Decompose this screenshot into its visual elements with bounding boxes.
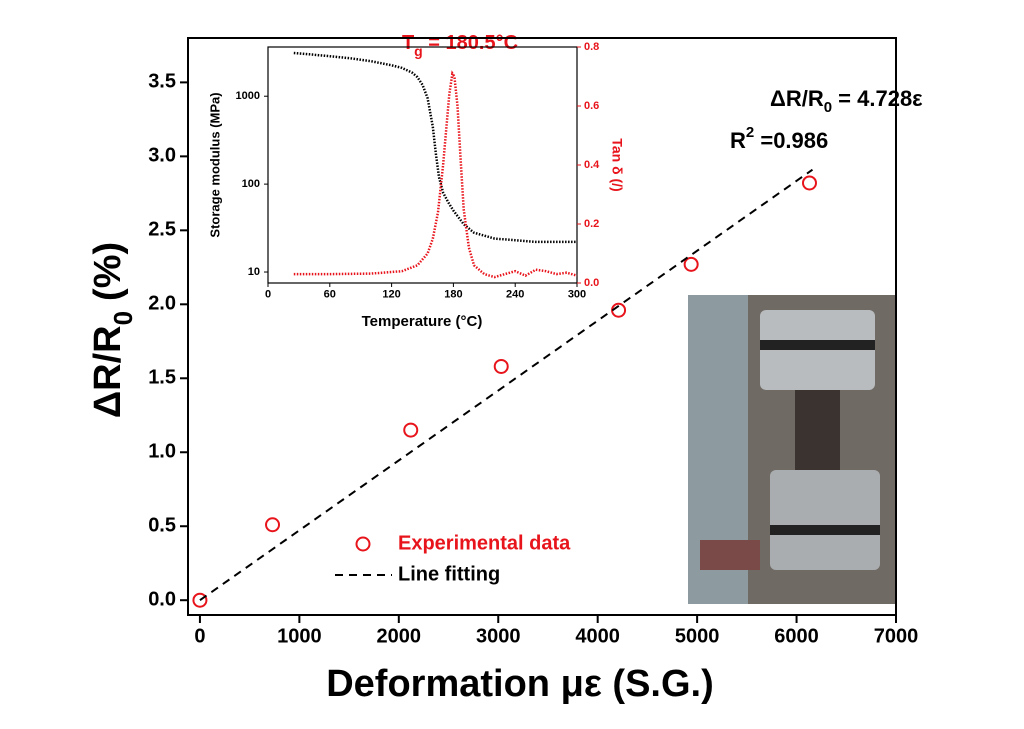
fit-equation: ΔR/R0 = 4.728ε xyxy=(770,86,923,117)
inset-x-title: Temperature (°C) xyxy=(362,313,483,330)
data-curve xyxy=(293,70,578,279)
axis-title-text: (%) xyxy=(87,242,129,301)
x-tick-label: 240 xyxy=(506,289,524,301)
inset-y2-title: Tan δ (/) xyxy=(609,138,625,191)
photo-band xyxy=(770,525,880,535)
annotation-text: =0.986 xyxy=(754,128,828,153)
x-tick-label: 3000 xyxy=(476,625,521,647)
title-sub: g xyxy=(414,43,423,59)
plot-frame xyxy=(267,46,578,284)
annotation-sub: 0 xyxy=(824,99,832,116)
x-tick-label: 2000 xyxy=(377,625,422,647)
photo-specimen xyxy=(795,390,840,470)
y2-tick-label: 0.0 xyxy=(584,277,599,289)
data-point xyxy=(683,256,699,272)
y-tick-label: 2.0 xyxy=(148,293,176,315)
x-tick-label: 4000 xyxy=(575,625,620,647)
y-tick-label: 2.5 xyxy=(148,219,176,241)
y-tick-label: 3.5 xyxy=(148,71,176,93)
axis-title-text: ΔR/R xyxy=(87,325,129,418)
data-point xyxy=(611,302,627,318)
x-tick-label: 180 xyxy=(444,289,462,301)
y-tick-label: 1.5 xyxy=(148,367,176,389)
title-text: T xyxy=(402,32,414,54)
y2-tick-label: 0.2 xyxy=(584,218,599,230)
fit-line xyxy=(199,168,814,602)
legend-label: Experimental data xyxy=(398,532,571,554)
data-curve xyxy=(293,51,577,244)
y-tick-label: 0.5 xyxy=(148,515,176,537)
data-point xyxy=(493,358,509,374)
annotation-text: = 4.728ε xyxy=(832,86,923,111)
annotation-text: R xyxy=(730,128,746,153)
y2-tick-label: 0.6 xyxy=(584,100,599,112)
x-tick-label: 60 xyxy=(324,289,336,301)
plot-frame xyxy=(187,37,897,616)
data-point xyxy=(403,422,419,438)
inset-y-title: Storage modulus (MPa) xyxy=(207,92,222,237)
data-point xyxy=(265,517,281,533)
x-tick-label: 120 xyxy=(382,289,400,301)
y2-tick-label: 0.4 xyxy=(584,159,600,171)
legend-marker xyxy=(355,536,371,552)
photo xyxy=(688,295,897,604)
x-tick-label: 6000 xyxy=(774,625,819,647)
r-squared: R2 =0.986 xyxy=(730,124,828,152)
photo-band xyxy=(760,340,875,350)
photo-lower-grip xyxy=(770,470,880,570)
y-tick-label: 100 xyxy=(242,178,260,190)
x-tick-label: 7000 xyxy=(874,625,919,647)
photo-cloth xyxy=(700,540,760,570)
x-tick-label: 0 xyxy=(194,625,205,647)
inset-title: Tg = 180.5°C xyxy=(402,32,518,58)
x-tick-label: 5000 xyxy=(675,625,720,647)
title-text: = 180.5°C xyxy=(423,32,518,54)
legend-label: Line fitting xyxy=(398,563,500,585)
y2-tick-label: 0.8 xyxy=(584,41,599,53)
x-tick-label: 0 xyxy=(265,289,271,301)
y-tick-label: 0.0 xyxy=(148,588,176,610)
annotation-sup: 2 xyxy=(746,124,754,141)
x-axis-title: Deformation με (S.G.) xyxy=(326,663,714,705)
axis-title-sub: 0 xyxy=(108,311,138,325)
y-tick-label: 10 xyxy=(248,266,260,278)
data-point xyxy=(801,175,817,191)
x-tick-label: 1000 xyxy=(277,625,322,647)
y-axis-title: ΔR/R0 (%) xyxy=(87,242,138,418)
annotation-text: ΔR/R xyxy=(770,86,824,111)
y-tick-label: 3.0 xyxy=(148,145,176,167)
x-tick-label: 300 xyxy=(568,289,586,301)
y-tick-label: 1.0 xyxy=(148,441,176,463)
data-point xyxy=(192,592,208,608)
y-tick-label: 1000 xyxy=(236,90,260,102)
